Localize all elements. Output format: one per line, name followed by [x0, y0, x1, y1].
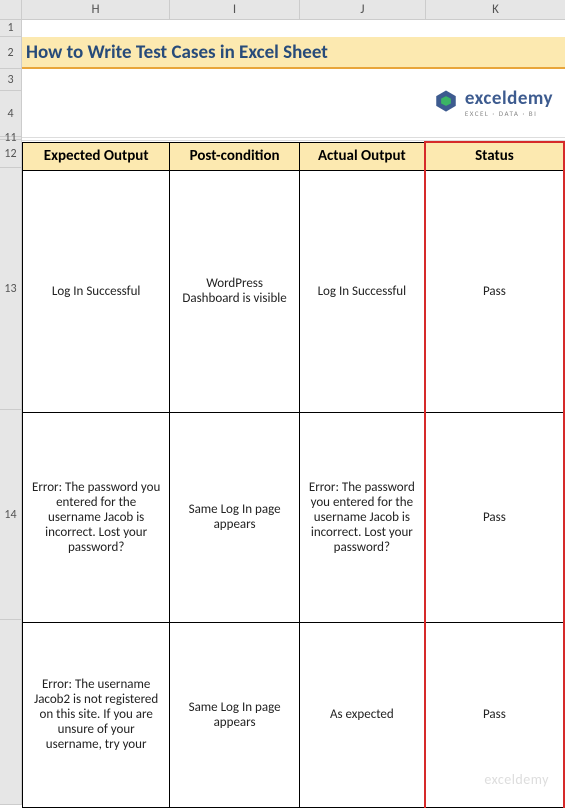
cell-actual-output[interactable]: Log In Successful [299, 170, 425, 412]
cells-area: How to Write Test Cases in Excel Sheet e… [22, 20, 565, 806]
cell-status[interactable]: Pass [425, 622, 564, 807]
selectall-corner[interactable] [0, 0, 22, 20]
logo-subtext: EXCEL · DATA · BI [465, 110, 553, 117]
page-title: How to Write Test Cases in Excel Sheet [26, 41, 328, 64]
cell-post-condition[interactable]: WordPress Dashboard is visible [170, 170, 300, 412]
test-cases-table: Expected Output Post-condition Actual Ou… [22, 141, 565, 808]
logo: exceldemy EXCEL · DATA · BI [433, 88, 553, 118]
table-row: Error: The username Jacob2 is not regist… [23, 622, 565, 807]
row-header-1[interactable]: 1 [0, 20, 22, 37]
logo-row: exceldemy EXCEL · DATA · BI [22, 69, 565, 137]
table-header-row: Expected Output Post-condition Actual Ou… [23, 142, 565, 170]
cell-post-condition[interactable]: Same Log In page appears [170, 412, 300, 622]
row-header-3[interactable]: 3 [0, 69, 22, 91]
col-expected-output[interactable]: Expected Output [23, 142, 170, 170]
row-header-x[interactable] [0, 620, 22, 805]
exceldemy-logo-icon [433, 88, 459, 118]
column-header-j[interactable]: J [300, 0, 426, 20]
table-row: Log In SuccessfulWordPress Dashboard is … [23, 170, 565, 412]
page-title-cell[interactable]: How to Write Test Cases in Excel Sheet [22, 37, 565, 69]
cell-status[interactable]: Pass [425, 170, 564, 412]
cell-expected-output[interactable]: Error: The password you entered for the … [23, 412, 170, 622]
logo-text: exceldemy [465, 89, 553, 108]
cell-expected-output[interactable]: Log In Successful [23, 170, 170, 412]
cell-actual-output[interactable]: As expected [299, 622, 425, 807]
col-actual-output[interactable]: Actual Output [299, 142, 425, 170]
col-status[interactable]: Status [425, 142, 564, 170]
table-row: Error: The password you entered for the … [23, 412, 565, 622]
row-header-14[interactable]: 14 [0, 410, 22, 620]
spreadsheet: HIJK 123411121314 How to Write Test Case… [0, 0, 565, 806]
cell-post-condition[interactable]: Same Log In page appears [170, 622, 300, 807]
cell-actual-output[interactable]: Error: The password you entered for the … [299, 412, 425, 622]
column-header-h[interactable]: H [22, 0, 170, 20]
row-header-2[interactable]: 2 [0, 37, 22, 69]
cell-status[interactable]: Pass [425, 412, 564, 622]
column-header-i[interactable]: I [170, 0, 300, 20]
col-post-condition[interactable]: Post-condition [170, 142, 300, 170]
column-header-k[interactable]: K [426, 0, 565, 20]
row-header-13[interactable]: 13 [0, 168, 22, 410]
cell-expected-output[interactable]: Error: The username Jacob2 is not regist… [23, 622, 170, 807]
